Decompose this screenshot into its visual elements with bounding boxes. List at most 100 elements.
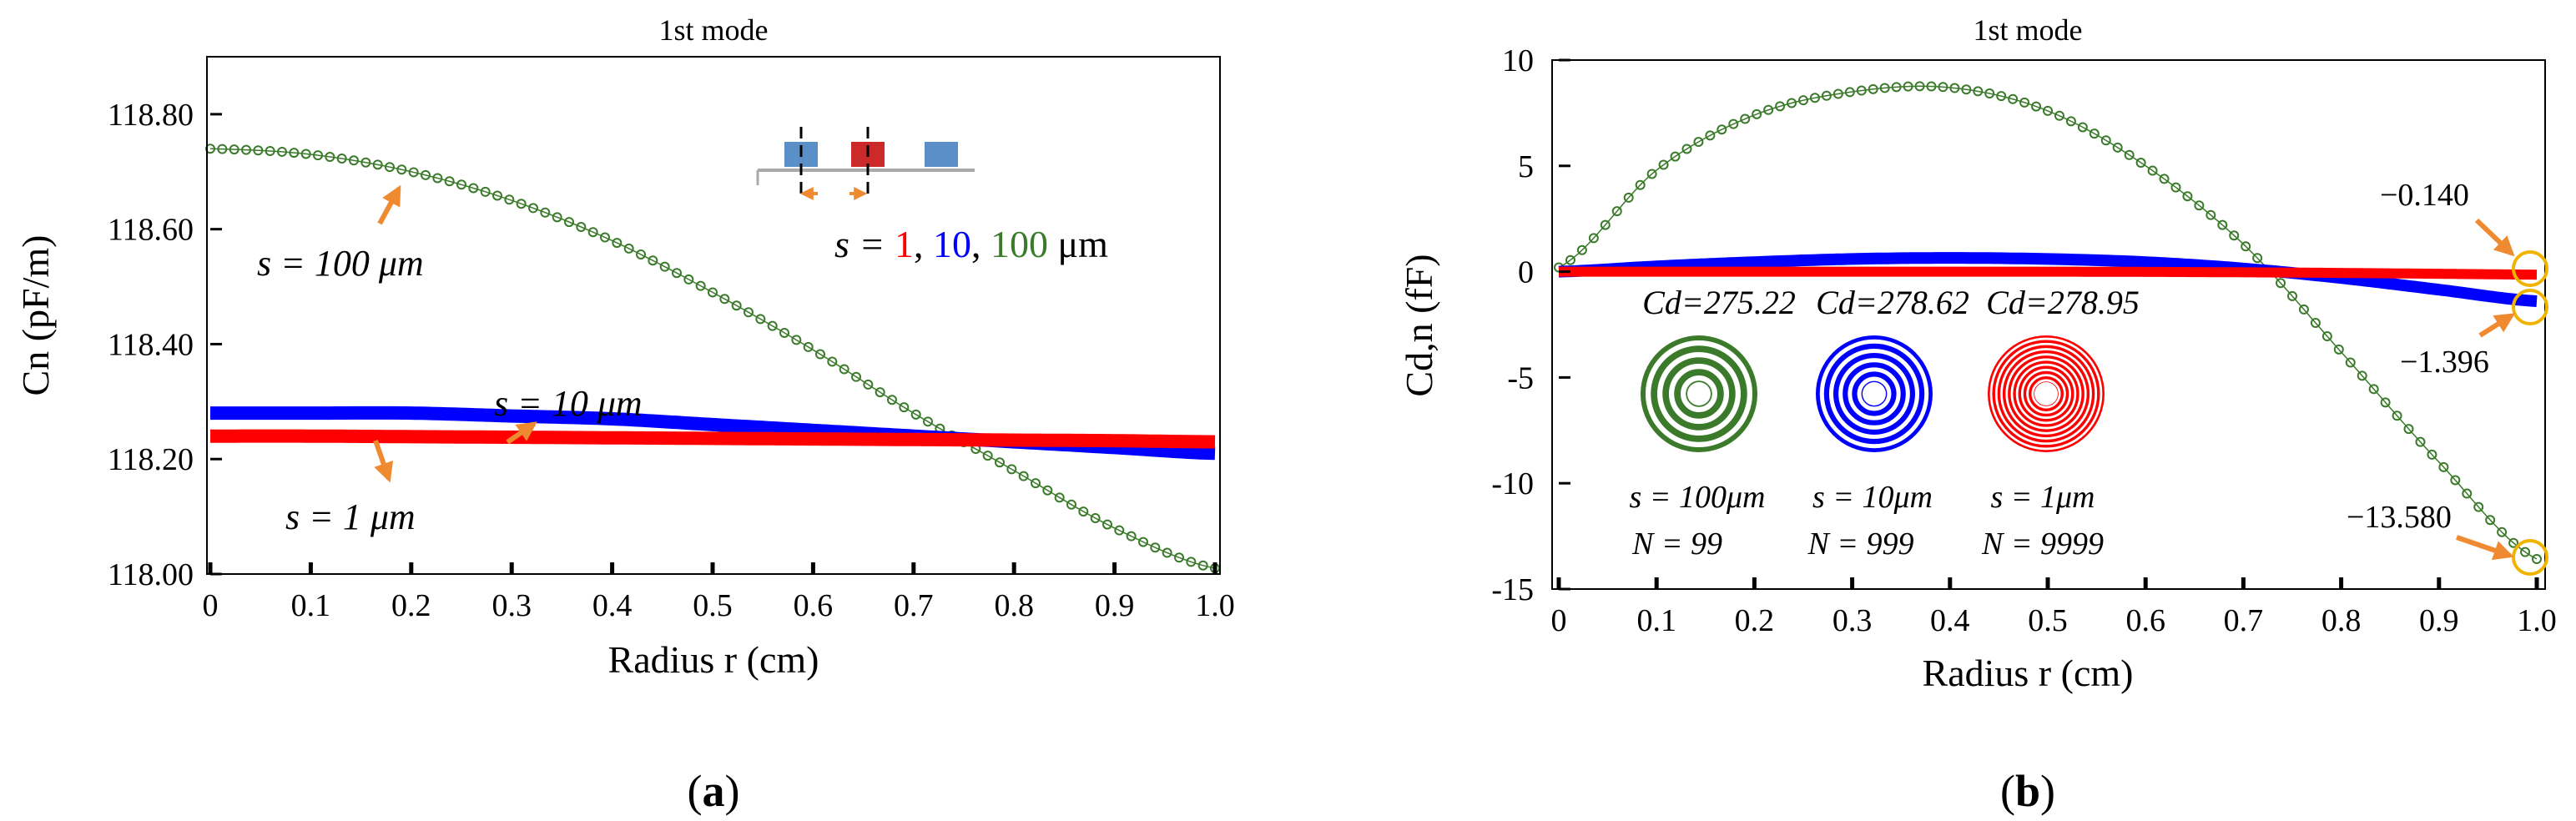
panel-a-y-tick-label: 118.00 xyxy=(108,557,194,592)
panel-b-data-point xyxy=(2217,219,2228,230)
panel-a-title: 1st mode xyxy=(659,13,769,47)
panel-b-data-point xyxy=(1775,101,1786,112)
panel-b-data-point xyxy=(2112,142,2123,153)
panel-a-label: (a) xyxy=(688,766,740,816)
panel-a-data-point xyxy=(1042,485,1053,496)
panel-b-x-tick-label: 0.4 xyxy=(1930,603,1970,638)
panel-b-series-red xyxy=(1559,266,2538,280)
panel-a-x-tick-label: 0 xyxy=(203,588,219,623)
panel-a-data-point xyxy=(887,395,897,405)
panel-b-x-tick-label: 0.8 xyxy=(2321,603,2362,638)
panel-b-y-tick-label: -5 xyxy=(1507,360,1534,395)
ring-green-ring-gap xyxy=(1680,375,1718,413)
panel-a-data-point xyxy=(528,203,538,214)
panel-b-series-green xyxy=(1554,81,2542,564)
panel-b-value-red: −0.140 xyxy=(2380,178,2469,213)
ring-green-ring-gap xyxy=(1668,363,1730,425)
panel-a-data-point xyxy=(564,217,574,228)
panel-b-s-green: s = 100μm xyxy=(1630,480,1766,515)
panel-b-series-blue xyxy=(1558,252,2538,307)
panel-a-data-point xyxy=(719,294,730,305)
ring-blue-ring-gap xyxy=(1838,358,1910,430)
panel-a-data-point xyxy=(791,335,802,345)
panel-b-data-point xyxy=(2124,149,2135,160)
ring-illustration-red xyxy=(1988,335,2105,452)
panel-a-data-point xyxy=(1162,547,1172,558)
panel-b-data-point xyxy=(1646,169,1657,179)
legend-value-100: 100 xyxy=(991,223,1048,265)
ring-red-ring-gap xyxy=(1989,337,2103,451)
panel-b-data-point xyxy=(2345,357,2356,368)
panel-a-data-point xyxy=(982,451,993,461)
panel-b-y-tick-label: -15 xyxy=(1491,572,1534,607)
panel-b-x-axis-label: Radius r (cm) xyxy=(1923,652,2134,694)
ring-illustration-green xyxy=(1641,335,1757,452)
panel-a-data-point xyxy=(851,371,861,382)
ring-red-center-hole xyxy=(2034,382,2058,405)
panel-b-data-point xyxy=(1588,233,1599,244)
ring-blue-ring-gap xyxy=(1857,376,1892,411)
panel-a-data-point xyxy=(552,212,562,223)
panel-b-y-tick-label: -10 xyxy=(1491,466,1534,501)
panel-b-x-tick-label: 0.1 xyxy=(1636,603,1676,638)
panel-a-data-point xyxy=(648,255,658,266)
panel-b-data-point xyxy=(2310,318,2321,329)
panel-a-data-point xyxy=(1006,464,1017,475)
panel-a-data-point xyxy=(803,341,814,352)
ring-illustration-blue xyxy=(1816,335,1933,452)
panel-b-data-point xyxy=(2415,436,2426,447)
panel-a-x-tick-label: 1.0 xyxy=(1195,588,1235,623)
panel-b-data-point xyxy=(2368,384,2379,395)
panel-a-data-point xyxy=(408,167,419,178)
panel-b-data-point xyxy=(2008,93,2019,104)
panel-a-data-point xyxy=(1066,499,1076,510)
panel-a-data-point xyxy=(683,274,694,285)
panel-b-data-point xyxy=(1611,206,1622,217)
panel-a-x-tick-label: 0.6 xyxy=(794,588,834,623)
ring-blue-ring-gap xyxy=(1848,367,1901,421)
panel-a-data-point xyxy=(468,183,479,194)
panel-a-data-point xyxy=(504,194,515,205)
panel-a-data-point xyxy=(1126,531,1137,541)
panel-b-letter: b xyxy=(2015,766,2040,816)
panel-b: 1st mode 0 0.1 0.2 0.3 0.4 0.5 0.6 0.7 0.8 0.9 1.0… xyxy=(1398,13,2557,816)
panel-a-plot-area xyxy=(205,144,1220,574)
panel-a-x-tick-label: 0.5 xyxy=(693,588,733,623)
panel-b-data-point xyxy=(1670,151,1681,162)
panel-b-cd-green: Cd=275.22 xyxy=(1642,284,1796,321)
panel-a-data-point xyxy=(360,157,371,168)
panel-b-cd-red: Cd=278.95 xyxy=(1986,284,2140,321)
panel-b-arrow-red xyxy=(2474,218,2515,257)
panel-a-y-axis-label: Cn (pF/m) xyxy=(14,235,57,396)
ring-red-ring-gap xyxy=(2020,368,2072,420)
panel-a-data-point xyxy=(1018,471,1029,481)
panel-b-data-point xyxy=(2077,122,2088,133)
panel-a-data-point xyxy=(744,307,754,318)
panel-a-data-point xyxy=(1114,525,1125,536)
panel-a-series-green xyxy=(205,144,1220,574)
panel-b-x-tick-label: 0.7 xyxy=(2224,603,2264,638)
panel-a-data-point xyxy=(600,232,610,243)
panel-b-data-point xyxy=(2276,278,2286,289)
panel-a-series-line xyxy=(210,429,1216,449)
panel-b-x-tick-label: 1.0 xyxy=(2517,603,2557,638)
panel-a-data-point xyxy=(492,190,502,201)
ring-blue-ring-gap xyxy=(1819,339,1929,449)
panel-b-data-point xyxy=(2287,290,2297,301)
panel-a-y-ticks: 118.00 118.20 118.40 118.60 118.80 xyxy=(108,98,222,592)
panel-a-arrow-green xyxy=(377,184,401,225)
ring-red-ring-gap xyxy=(1994,342,2098,446)
panel-a-data-point xyxy=(923,416,933,427)
panel-a-data-point xyxy=(1186,557,1197,567)
ring-red-ring-gap xyxy=(2010,358,2082,430)
ring-blue-center-hole xyxy=(1863,382,1886,405)
legend-sep-2: , xyxy=(971,223,991,265)
panel-b-data-point xyxy=(1821,90,1832,101)
panel-a-y-tick-label: 118.60 xyxy=(108,213,194,248)
panel-b-x-tick-label: 0.9 xyxy=(2419,603,2459,638)
panel-a-data-point xyxy=(1102,519,1112,530)
panel-b-data-point xyxy=(2252,253,2263,264)
panel-a-label-blue: s = 10 μm xyxy=(494,383,643,424)
panel-b-data-point xyxy=(2031,101,2042,112)
panel-b-data-point xyxy=(2135,158,2146,169)
